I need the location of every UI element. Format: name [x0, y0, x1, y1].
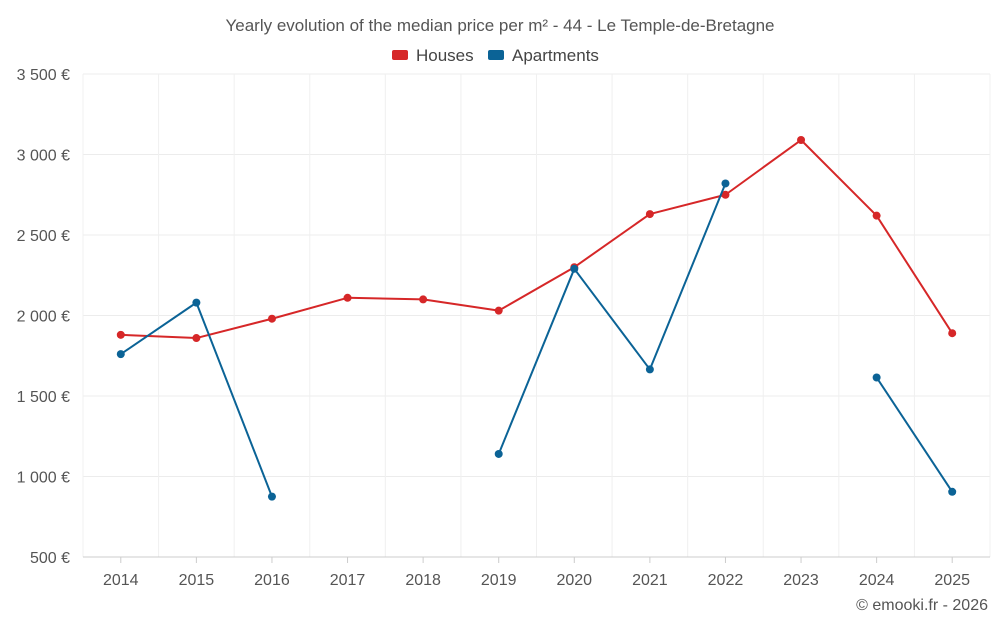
data-point-apartments[interactable]	[116, 350, 125, 359]
data-point-houses[interactable]	[267, 314, 276, 323]
series-line-houses	[120, 139, 954, 340]
legend-swatch-houses	[392, 50, 408, 60]
data-point-apartments[interactable]	[948, 487, 957, 496]
data-point-houses[interactable]	[192, 334, 201, 343]
y-axis: 500 € 1 000 € 1 500 € 2 000 € 2 500 € 3 000 €…	[17, 67, 70, 567]
series-layer	[116, 136, 957, 501]
legend: Houses Apartments	[392, 46, 599, 65]
data-point-apartments[interactable]	[721, 179, 730, 188]
legend-label-houses: Houses	[416, 46, 474, 65]
legend-item-apartments[interactable]: Apartments	[488, 46, 599, 65]
data-point-apartments[interactable]	[494, 449, 503, 458]
data-point-apartments[interactable]	[645, 365, 654, 374]
x-tick-label: 2024	[859, 572, 895, 589]
x-tick-label: 2025	[934, 572, 970, 589]
y-tick-label: 3 500 €	[17, 67, 70, 84]
x-tick-label: 2019	[481, 572, 517, 589]
legend-label-apartments: Apartments	[512, 46, 599, 65]
data-point-houses[interactable]	[645, 210, 654, 219]
data-point-houses[interactable]	[872, 211, 881, 220]
series-apartments	[116, 179, 957, 501]
x-tick-label: 2023	[783, 572, 819, 589]
data-point-houses[interactable]	[419, 295, 428, 304]
data-point-houses[interactable]	[116, 330, 125, 339]
y-tick-label: 1 500 €	[17, 389, 70, 406]
x-tick-label: 2015	[179, 572, 215, 589]
data-point-houses[interactable]	[343, 293, 352, 302]
series-line-apartments	[875, 376, 954, 493]
legend-swatch-apartments	[488, 50, 504, 60]
series-line-apartments	[120, 301, 273, 497]
y-tick-label: 2 500 €	[17, 228, 70, 245]
x-axis: 2014 2015 2016 2017 2018 2019 2020 2021 2022 2023…	[83, 556, 990, 589]
y-tick-label: 1 000 €	[17, 470, 70, 487]
x-tick-label: 2021	[632, 572, 668, 589]
data-point-houses[interactable]	[797, 136, 806, 145]
data-point-houses[interactable]	[948, 329, 957, 338]
y-tick-label: 2 000 €	[17, 309, 70, 326]
x-tick-label: 2014	[103, 572, 139, 589]
x-tick-label: 2020	[556, 572, 592, 589]
legend-item-houses[interactable]: Houses	[392, 46, 474, 65]
y-tick-label: 3 000 €	[17, 148, 70, 165]
data-point-houses[interactable]	[721, 190, 730, 199]
grid	[82, 73, 991, 558]
x-tick-label: 2016	[254, 572, 290, 589]
x-tick-label: 2022	[708, 572, 744, 589]
chart-title: Yearly evolution of the median price per…	[225, 16, 774, 35]
data-point-apartments[interactable]	[192, 298, 201, 307]
series-line-apartments	[497, 183, 727, 455]
data-point-apartments[interactable]	[570, 264, 579, 273]
copyright-footer: © emooki.fr - 2026	[856, 597, 988, 614]
data-point-apartments[interactable]	[872, 373, 881, 382]
data-point-houses[interactable]	[494, 306, 503, 315]
x-tick-label: 2018	[405, 572, 441, 589]
series-houses	[116, 136, 957, 343]
y-tick-label: 500 €	[30, 550, 70, 567]
data-point-apartments[interactable]	[267, 492, 276, 501]
x-tick-label: 2017	[330, 572, 366, 589]
